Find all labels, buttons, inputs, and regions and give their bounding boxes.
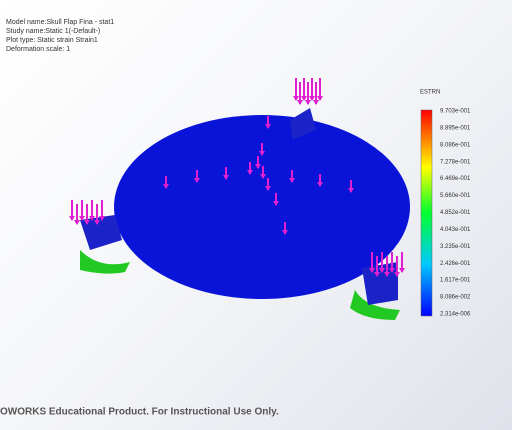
color-bar	[420, 109, 433, 317]
load-arrow-head	[89, 216, 95, 221]
load-arrow-head	[301, 96, 307, 101]
skull-flap	[114, 115, 410, 299]
load-arrow-head	[289, 178, 295, 183]
load-arrow-head	[282, 230, 288, 235]
load-arrow-head	[297, 100, 303, 105]
load-arrow-head	[379, 268, 385, 273]
load-arrow-head	[369, 268, 375, 273]
load-arrow-head	[99, 216, 105, 221]
legend-label: 8.086e-002	[440, 295, 471, 301]
load-arrow-head	[374, 272, 380, 277]
watermark: OWORKS Educational Product. For Instruct…	[0, 407, 279, 418]
load-arrow-head	[259, 151, 265, 156]
legend-label: 8.895e-001	[440, 125, 471, 131]
load-arrow-head	[384, 272, 390, 277]
plate	[290, 108, 316, 140]
load-arrow-head	[389, 268, 395, 273]
load-arrow-head	[313, 100, 319, 105]
legend-label: 4.043e-001	[440, 227, 471, 233]
load-arrow-head	[79, 216, 85, 221]
loads	[69, 78, 405, 277]
load-arrow-head	[94, 220, 100, 225]
load-arrow-head	[273, 201, 279, 206]
load-arrow-head	[74, 220, 80, 225]
load-arrow-head	[255, 164, 261, 169]
legend-label: 7.278e-001	[440, 159, 471, 165]
info-text: Model name:Skull Flap Fina - stat1 Study…	[6, 19, 114, 53]
legend-label: 9.703e-001	[440, 109, 471, 115]
legend-label: 4.852e-001	[440, 210, 471, 216]
info-line: Deformation scale: 1	[6, 46, 70, 53]
load-arrow-head	[194, 178, 200, 183]
legend-label: 5.660e-001	[440, 193, 471, 199]
legend-label: 3.235e-001	[440, 244, 471, 250]
legend-label: 8.086e-001	[440, 142, 471, 148]
legend-label: 6.469e-001	[440, 176, 471, 182]
load-arrow-head	[394, 272, 400, 277]
legend-labels: 9.703e-001 8.895e-001 8.086e-001 7.278e-001…	[440, 109, 471, 318]
load-arrow-head	[260, 174, 266, 179]
load-arrow-head	[69, 216, 75, 221]
fixture	[350, 290, 400, 320]
load-arrow-head	[247, 170, 253, 175]
plate	[80, 215, 122, 250]
load-arrow-head	[399, 268, 405, 273]
load-arrow-head	[163, 184, 169, 189]
load-arrow-head	[348, 188, 354, 193]
load-arrow-head	[265, 124, 271, 129]
info-line: Study name:Static 1(-Default-)	[6, 28, 100, 35]
load-arrow-head	[317, 96, 323, 101]
load-arrow-head	[317, 182, 323, 187]
legend-label: 2.314e-006	[440, 312, 471, 318]
load-arrow-head	[305, 100, 311, 105]
load-arrow-head	[223, 175, 229, 180]
load-arrow-head	[265, 186, 271, 191]
load-arrow-head	[84, 220, 90, 225]
load-arrow-head	[293, 96, 299, 101]
load-arrow-head	[309, 96, 315, 101]
info-line: Model name:Skull Flap Fina - stat1	[6, 19, 114, 26]
model	[80, 108, 410, 320]
legend-title: ESTRN	[420, 90, 440, 96]
legend-label: 2.426e-001	[440, 261, 471, 267]
info-line: Plot type: Static strain Strain1	[6, 37, 98, 44]
legend-label: 1.617e-001	[440, 278, 471, 284]
fixture	[80, 250, 130, 274]
